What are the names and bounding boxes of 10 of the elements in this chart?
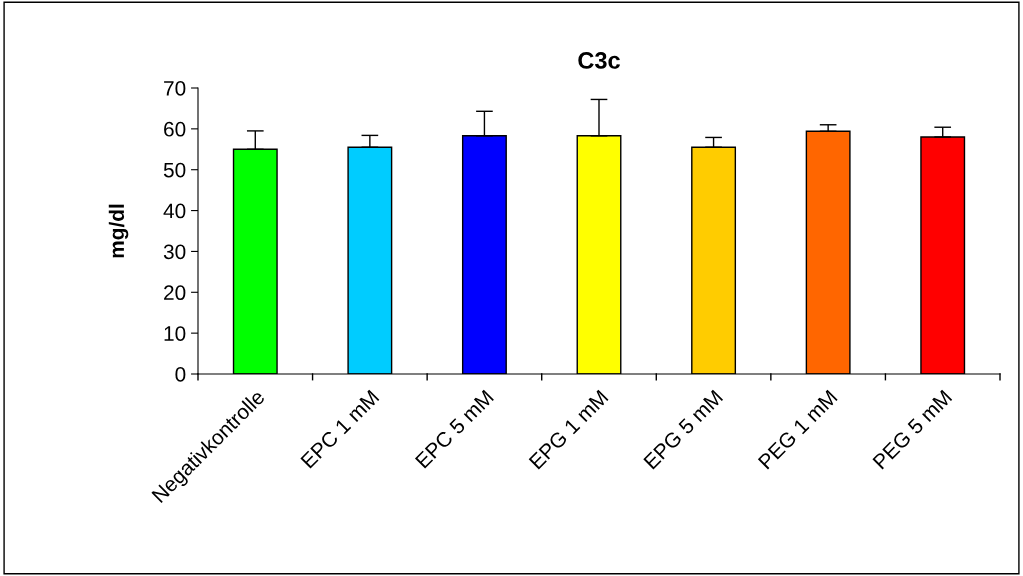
y-axis-title: mg/dl — [108, 204, 129, 258]
y-tick-label: 0 — [175, 367, 186, 382]
chart-title: C3c — [578, 52, 620, 69]
y-tick-label: 40 — [163, 203, 186, 219]
y-tick-label: 70 — [164, 81, 186, 96]
y-tick-label: 60 — [164, 121, 186, 137]
y-tick-label: 10 — [164, 326, 186, 341]
y-tick-label: 50 — [163, 162, 186, 178]
y-tick-label: 20 — [164, 285, 186, 301]
y-tick-label: 30 — [163, 244, 186, 260]
